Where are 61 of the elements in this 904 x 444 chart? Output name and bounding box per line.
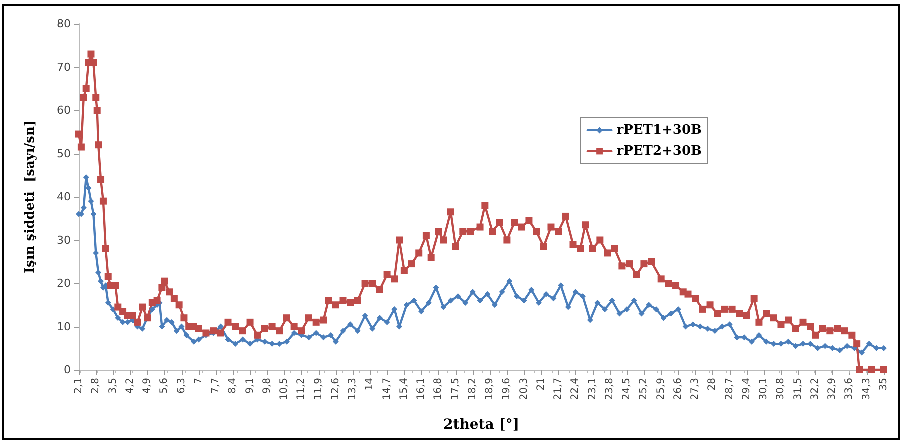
y-tick-label: 50 bbox=[57, 147, 71, 160]
y-tick-label: 0 bbox=[64, 364, 71, 376]
x-tick-label: 9,8 bbox=[262, 378, 273, 394]
x-tick-label: 32,2 bbox=[810, 378, 821, 400]
x-tick-label: 4,2 bbox=[124, 378, 136, 394]
x-tick-label: 35 bbox=[878, 378, 890, 391]
x-tick-label: 14 bbox=[364, 378, 376, 391]
y-tick-label: 70 bbox=[57, 60, 71, 74]
x-tick-label: 12,6 bbox=[330, 378, 342, 400]
x-tick-label: 7,7 bbox=[210, 378, 222, 394]
y-tick-label: 20 bbox=[57, 277, 71, 290]
x-tick-label: 23,1 bbox=[587, 378, 598, 400]
x-tick-label: 6,3 bbox=[176, 378, 188, 394]
y-axis-title: Işın şiddeti [sayı/sn] bbox=[23, 120, 38, 274]
x-tick-label: 8,4 bbox=[228, 378, 239, 394]
x-tick-label: 25,2 bbox=[638, 378, 650, 400]
x-tick-label: 30,8 bbox=[776, 378, 787, 400]
x-tick-label: 26,6 bbox=[672, 378, 684, 400]
x-tick-label: 27,3 bbox=[690, 378, 702, 400]
x-tick-label: 28,7 bbox=[724, 378, 736, 400]
x-tick-label: 33,6 bbox=[844, 378, 856, 400]
x-tick-label: 19,6 bbox=[502, 378, 513, 400]
x-tick-label: 10,5 bbox=[279, 378, 290, 400]
x-axis-title: 2theta [°] bbox=[444, 417, 520, 433]
x-tick-label: 15,4 bbox=[398, 378, 410, 400]
x-tick-label: 4,9 bbox=[142, 378, 154, 394]
y-tick-label: 60 bbox=[57, 104, 71, 117]
x-tick-label: 21 bbox=[536, 378, 547, 391]
legend-label: rPET1+30B bbox=[616, 123, 702, 138]
y-tick-label: 80 bbox=[57, 18, 71, 30]
x-tick-label: 22,4 bbox=[570, 378, 582, 400]
x-tick-label: 9,1 bbox=[244, 378, 256, 394]
x-tick-label: 32,9 bbox=[827, 378, 838, 400]
x-tick-label: 2,1 bbox=[74, 378, 84, 394]
y-tick-label: 30 bbox=[57, 234, 71, 247]
x-tick-label: 31,5 bbox=[792, 378, 804, 400]
x-tick-label: 14,7 bbox=[382, 378, 393, 400]
x-tick-label: 16,1 bbox=[416, 378, 428, 400]
x-tick-label: 16,8 bbox=[433, 378, 444, 400]
x-tick-label: 34,3 bbox=[861, 378, 872, 400]
x-tick-label: 20,3 bbox=[518, 378, 530, 400]
legend-label: rPET2+30B bbox=[616, 144, 702, 159]
x-tick-label: 18,2 bbox=[467, 378, 478, 400]
x-tick-label: 23,8 bbox=[604, 378, 616, 400]
x-tick-label: 29,4 bbox=[741, 378, 752, 400]
x-tick-label: 11,9 bbox=[313, 378, 324, 400]
x-tick-label: 5,6 bbox=[159, 378, 170, 394]
x-tick-label: 17,5 bbox=[450, 378, 462, 400]
y-tick-label: 10 bbox=[57, 320, 71, 334]
x-tick-label: 18,9 bbox=[484, 378, 496, 400]
x-tick-label: 24,5 bbox=[622, 378, 633, 400]
x-tick-label: 2,8 bbox=[90, 378, 102, 394]
y-tick-label: 40 bbox=[57, 190, 71, 204]
x-tick-label: 11,2 bbox=[296, 378, 308, 400]
x-tick-label: 28 bbox=[707, 378, 718, 391]
x-tick-label: 30,1 bbox=[758, 378, 770, 400]
x-tick-label: 7 bbox=[193, 378, 204, 384]
x-tick-label: 25,9 bbox=[656, 378, 667, 400]
x-tick-label: 13,3 bbox=[348, 378, 359, 400]
x-tick-label: 3,5 bbox=[108, 378, 119, 394]
x-tick-label: 21,7 bbox=[553, 378, 564, 400]
